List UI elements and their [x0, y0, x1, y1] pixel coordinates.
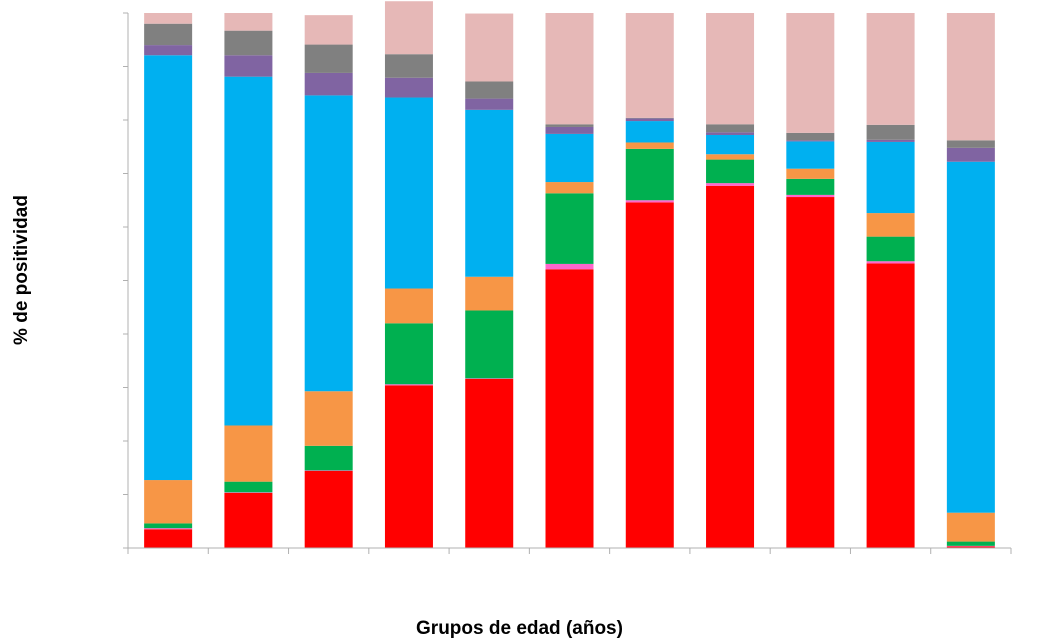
- bar-segment-3-5: [304, 95, 353, 392]
- bar-segment-7-4: [625, 142, 674, 149]
- bar-segment-1-1: [144, 529, 193, 548]
- bar-segment-3-2: [304, 470, 353, 471]
- bar-segment-11-5: [946, 161, 995, 513]
- bar-segment-11-2: [946, 545, 995, 547]
- bar-segment-10-5: [866, 141, 915, 214]
- bar-segment-6-3: [545, 193, 594, 264]
- bar-segment-1-3: [144, 523, 193, 529]
- bar-segment-7-7: [625, 117, 674, 119]
- y-axis-title: % de positividad: [4, 120, 40, 420]
- bar-segment-5-5: [465, 109, 514, 277]
- bar-segment-3-1: [304, 470, 353, 548]
- bar-segment-4-1: [384, 385, 433, 548]
- bar-segment-5-8: [465, 13, 514, 82]
- bar-segment-8-5: [706, 134, 755, 155]
- bar-segment-11-6: [946, 147, 995, 162]
- bar-segment-3-6: [304, 72, 353, 96]
- bar-segment-1-6: [144, 45, 193, 56]
- bar-segment-4-7: [384, 54, 433, 78]
- bar-segment-10-1: [866, 263, 915, 548]
- bar-segment-10-8: [866, 13, 915, 125]
- bar-segment-6-4: [545, 182, 594, 194]
- bar-segment-5-1: [465, 378, 514, 548]
- bar-segment-7-1: [625, 202, 674, 548]
- bar-segment-8-6: [706, 132, 755, 135]
- x-axis-title: Grupos de edad (años): [416, 618, 623, 639]
- bar-segment-7-2: [625, 200, 674, 203]
- bar-segment-3-3: [304, 445, 353, 471]
- bar-segment-2-6: [224, 55, 273, 77]
- bar-segment-8-8: [706, 13, 755, 125]
- bar-segment-1-4: [144, 480, 193, 524]
- bar-segment-9-4: [786, 168, 835, 179]
- bar-segment-4-6: [384, 77, 433, 98]
- bar-segment-6-7: [545, 124, 594, 127]
- bar-segment-5-3: [465, 310, 514, 379]
- bar-segment-2-1: [224, 492, 273, 548]
- bar-stack-area: [144, 1, 995, 549]
- bar-segment-5-4: [465, 276, 514, 311]
- bar-segment-2-5: [224, 76, 273, 426]
- bar-segment-5-7: [465, 81, 514, 99]
- bar-segment-7-3: [625, 148, 674, 201]
- bar-segment-6-2: [545, 263, 594, 270]
- bar-segment-11-3: [946, 541, 995, 546]
- bar-segment-11-7: [946, 140, 995, 148]
- bar-segment-7-8: [625, 13, 674, 118]
- bar-segment-4-3: [384, 323, 433, 385]
- bar-segment-4-8: [384, 1, 433, 55]
- bar-segment-9-3: [786, 178, 835, 195]
- bar-segment-3-7: [304, 44, 353, 73]
- bar-segment-6-1: [545, 269, 594, 548]
- bar-segment-2-2: [224, 492, 273, 493]
- bar-segment-9-5: [786, 141, 835, 169]
- bar-segment-6-5: [545, 133, 594, 183]
- bar-segment-8-4: [706, 154, 755, 160]
- bar-segment-1-8: [144, 13, 193, 24]
- axis-ticks: [123, 12, 1012, 554]
- bar-segment-10-6: [866, 139, 915, 142]
- bar-segment-2-8: [224, 13, 273, 31]
- bar-segment-3-8: [304, 15, 353, 45]
- bar-segment-9-2: [786, 194, 835, 198]
- bar-segment-8-2: [706, 183, 755, 186]
- y-axis-title-text: % de positividad: [11, 195, 32, 345]
- bar-segment-11-4: [946, 512, 995, 542]
- bar-segment-9-7: [786, 132, 835, 141]
- bar-segment-4-2: [384, 384, 433, 386]
- bar-segment-9-8: [786, 13, 835, 133]
- bar-segment-4-5: [384, 97, 433, 289]
- bar-segment-10-2: [866, 261, 915, 264]
- bar-segment-9-1: [786, 197, 835, 549]
- bar-segment-4-4: [384, 288, 433, 324]
- bar-segment-2-3: [224, 481, 273, 493]
- bar-segment-8-1: [706, 185, 755, 548]
- bar-segment-2-4: [224, 425, 273, 482]
- bar-segment-8-7: [706, 124, 755, 133]
- bar-segment-10-3: [866, 236, 915, 262]
- bar-segment-11-8: [946, 13, 995, 141]
- bar-segment-5-2: [465, 378, 514, 379]
- bar-segment-10-7: [866, 124, 915, 140]
- bar-segment-1-5: [144, 55, 193, 481]
- bar-segment-6-8: [545, 13, 594, 125]
- bar-segment-1-7: [144, 23, 193, 46]
- bar-segment-2-7: [224, 30, 273, 56]
- bar-segment-8-3: [706, 159, 755, 184]
- bar-segment-5-6: [465, 98, 514, 110]
- bar-segment-1-2: [144, 528, 193, 530]
- bar-segment-7-5: [625, 121, 674, 143]
- bar-segment-11-1: [946, 546, 995, 548]
- bar-segment-9-6: [786, 140, 835, 142]
- bar-segment-7-6: [625, 118, 674, 122]
- bar-segment-10-4: [866, 213, 915, 237]
- bar-segment-3-4: [304, 391, 353, 446]
- bar-segment-6-6: [545, 126, 594, 134]
